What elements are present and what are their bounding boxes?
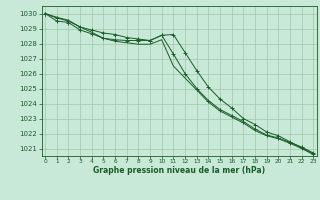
X-axis label: Graphe pression niveau de la mer (hPa): Graphe pression niveau de la mer (hPa) <box>93 166 265 175</box>
